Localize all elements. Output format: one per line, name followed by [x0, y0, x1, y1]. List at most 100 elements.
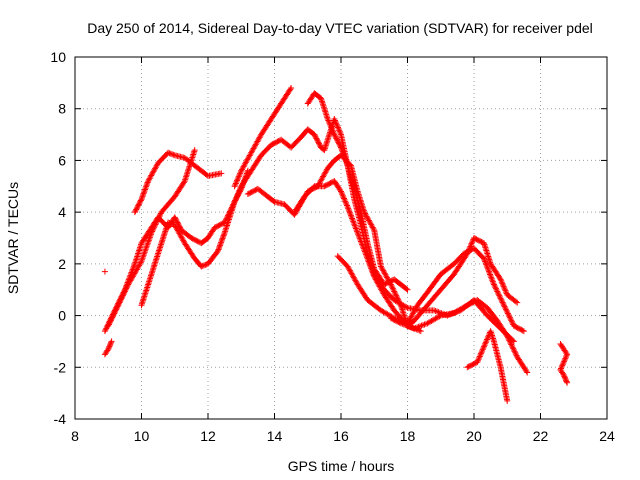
data-point-marker [106, 343, 113, 350]
data-point-marker [131, 209, 138, 216]
data-point-marker [328, 124, 335, 131]
data-point-marker [235, 173, 242, 180]
y-axis-label: SDTVAR / TECUs [5, 182, 21, 294]
data-point-marker [411, 325, 418, 332]
data-point-marker [500, 300, 507, 307]
x-tick-label: 10 [134, 428, 150, 444]
data-point-marker [498, 279, 505, 286]
data-point-marker [336, 140, 343, 147]
data-point-marker [325, 117, 332, 124]
data-point-marker [358, 239, 365, 246]
data-point-marker [342, 199, 349, 206]
data-point-marker [242, 173, 249, 180]
series-arc-8 [304, 90, 411, 293]
data-point-marker [334, 123, 341, 130]
data-point-marker [156, 213, 163, 220]
data-point-marker [151, 222, 158, 229]
data-point-marker [350, 218, 357, 225]
data-point-marker [288, 85, 295, 92]
data-point-marker [171, 214, 178, 221]
data-point-marker [332, 134, 339, 141]
data-point-marker [393, 293, 400, 300]
data-point-marker [344, 161, 351, 168]
data-point-marker [216, 243, 223, 250]
data-point-marker [344, 202, 351, 209]
data-point-marker [141, 189, 148, 196]
data-point-marker [339, 147, 346, 154]
x-tick-label: 14 [267, 428, 283, 444]
data-point-marker [327, 121, 334, 128]
data-point-marker [362, 251, 369, 258]
data-point-marker [563, 352, 570, 359]
data-point-marker [417, 328, 424, 335]
data-point-marker [143, 183, 150, 190]
chart-title: Day 250 of 2014, Sidereal Day-to-day VTE… [87, 20, 593, 36]
series-arc-12 [101, 338, 115, 358]
data-point-marker [332, 132, 339, 139]
data-point-marker [236, 172, 243, 179]
data-point-marker [562, 375, 569, 382]
data-point-marker [481, 342, 488, 349]
data-point-marker [508, 341, 515, 348]
data-point-marker [342, 157, 349, 164]
data-point-marker [169, 221, 176, 228]
y-tick-label: 4 [58, 204, 66, 220]
data-point-marker [138, 258, 145, 265]
data-point-marker [140, 252, 147, 259]
data-point-marker [234, 192, 241, 199]
data-point-marker [134, 203, 141, 210]
data-point-marker [564, 351, 571, 358]
data-point-marker [191, 147, 198, 154]
data-point-marker [104, 347, 111, 354]
data-point-marker [501, 284, 508, 291]
data-point-marker [238, 184, 245, 191]
data-point-marker [330, 130, 337, 137]
data-point-marker [146, 235, 153, 242]
data-point-marker [341, 154, 348, 161]
data-point-marker [217, 240, 224, 247]
data-point-marker [490, 281, 497, 288]
data-point-marker [149, 228, 156, 235]
data-point-marker [483, 337, 490, 344]
data-point-marker [519, 327, 526, 334]
data-point-marker [474, 359, 481, 366]
data-point-marker [312, 134, 319, 141]
data-point-marker [496, 292, 503, 299]
data-point-marker [488, 274, 495, 281]
data-point-marker [498, 277, 505, 284]
data-point-marker [169, 151, 176, 158]
data-point-marker [199, 262, 206, 269]
data-point-marker [564, 379, 571, 386]
data-point-marker [234, 177, 241, 184]
data-point-marker [351, 222, 358, 229]
data-point-marker [117, 298, 124, 305]
data-point-marker [220, 234, 227, 241]
data-point-marker [105, 344, 112, 351]
data-point-marker [505, 311, 512, 318]
data-point-marker [479, 346, 486, 353]
data-point-marker [405, 323, 412, 330]
data-point-marker [403, 322, 410, 329]
data-point-marker [142, 247, 149, 254]
data-point-marker [112, 307, 119, 314]
series-arc-3 [105, 147, 198, 329]
data-point-marker [503, 307, 510, 314]
data-point-marker [146, 234, 153, 241]
data-point-marker [135, 201, 142, 208]
data-point-marker [325, 118, 332, 125]
data-point-marker [144, 179, 151, 186]
data-points [101, 85, 571, 404]
data-point-marker [314, 138, 321, 145]
data-point-marker [119, 292, 126, 299]
data-point-marker [121, 289, 128, 296]
data-point-marker [512, 351, 519, 358]
data-point-marker [101, 268, 108, 275]
data-point-marker [157, 211, 164, 218]
data-point-marker [328, 125, 335, 132]
data-point-marker [220, 232, 227, 239]
x-axis-label: GPS time / hours [288, 458, 395, 474]
data-point-marker [563, 378, 570, 385]
data-point-marker [357, 237, 364, 244]
data-point-marker [218, 238, 225, 245]
data-point-marker [510, 347, 517, 354]
